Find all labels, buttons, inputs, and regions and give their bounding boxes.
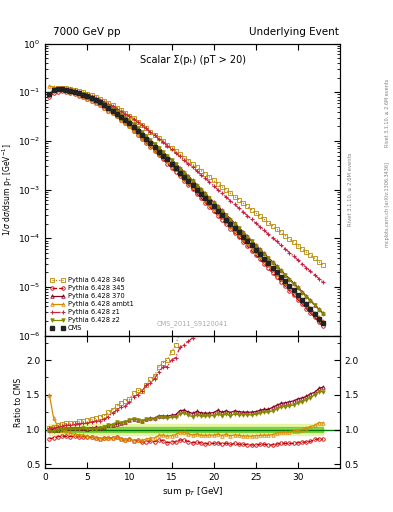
Text: mcplots.cern.ch [arXiv:1306.3436]: mcplots.cern.ch [arXiv:1306.3436] [385, 162, 390, 247]
Text: Scalar Σ(pₜ) (pT > 20): Scalar Σ(pₜ) (pT > 20) [140, 55, 246, 65]
Pythia 6.428 370 [304, 293, 309, 299]
CMS [136, 128, 140, 134]
Y-axis label: Rivet 3.1.10, ≥ 2.6M events: Rivet 3.1.10, ≥ 2.6M events [347, 153, 353, 226]
Pythia 6.428 ambt1 [47, 83, 52, 89]
Pythia 6.428 345 [169, 165, 174, 171]
Pythia 6.428 370 [169, 157, 174, 163]
Pythia 6.428 370 [60, 86, 64, 92]
Line: Pythia 6.428 z1: Pythia 6.428 z1 [47, 86, 325, 285]
Pythia 6.428 z2 [169, 157, 174, 163]
Pythia 6.428 z2 [321, 311, 325, 317]
Pythia 6.428 ambt1 [165, 158, 170, 164]
Pythia 6.428 345 [60, 88, 64, 94]
Pythia 6.428 z2 [119, 112, 123, 118]
Pythia 6.428 ambt1 [321, 318, 325, 325]
Pythia 6.428 346 [136, 118, 140, 124]
CMS [47, 91, 52, 97]
Y-axis label: 1/$\sigma$ d$\sigma$/dsum p$_T$ [GeV$^{-1}$]: 1/$\sigma$ d$\sigma$/dsum p$_T$ [GeV$^{-… [1, 143, 15, 236]
Pythia 6.428 z1 [321, 279, 325, 285]
Pythia 6.428 346 [304, 249, 309, 255]
Pythia 6.428 z1 [47, 91, 52, 97]
Pythia 6.428 346 [266, 220, 271, 226]
Pythia 6.428 346 [321, 262, 325, 268]
Pythia 6.428 345 [72, 91, 77, 97]
Pythia 6.428 z2 [60, 86, 64, 92]
Pythia 6.428 z2 [72, 89, 77, 95]
Text: Underlying Event: Underlying Event [249, 27, 339, 37]
CMS [72, 89, 77, 95]
Line: Pythia 6.428 345: Pythia 6.428 345 [48, 90, 325, 328]
Pythia 6.428 346 [169, 145, 174, 151]
Pythia 6.428 z1 [169, 146, 174, 152]
Line: CMS: CMS [48, 88, 325, 325]
Pythia 6.428 370 [119, 112, 123, 118]
Line: Pythia 6.428 370: Pythia 6.428 370 [48, 88, 325, 315]
X-axis label: sum p$_T$ [GeV]: sum p$_T$ [GeV] [162, 485, 223, 498]
Pythia 6.428 ambt1 [89, 98, 94, 104]
CMS [119, 114, 123, 120]
Pythia 6.428 z2 [47, 92, 52, 98]
Pythia 6.428 345 [321, 324, 325, 330]
Y-axis label: Ratio to CMS: Ratio to CMS [14, 377, 23, 426]
Pythia 6.428 ambt1 [114, 113, 119, 119]
Text: Rivet 3.1.10, ≥ 2.6M events: Rivet 3.1.10, ≥ 2.6M events [385, 78, 390, 147]
Pythia 6.428 345 [304, 306, 309, 312]
Pythia 6.428 z1 [119, 108, 123, 114]
Pythia 6.428 ambt1 [262, 258, 266, 264]
Pythia 6.428 345 [119, 117, 123, 123]
Pythia 6.428 346 [60, 84, 64, 91]
Pythia 6.428 z2 [136, 125, 140, 131]
Text: 7000 GeV pp: 7000 GeV pp [53, 27, 121, 37]
Pythia 6.428 345 [266, 265, 271, 271]
Pythia 6.428 345 [136, 132, 140, 138]
CMS [321, 320, 325, 326]
Line: Pythia 6.428 ambt1: Pythia 6.428 ambt1 [48, 84, 325, 323]
Pythia 6.428 z1 [304, 265, 309, 271]
Line: Pythia 6.428 346: Pythia 6.428 346 [48, 86, 325, 267]
CMS [266, 260, 271, 266]
Pythia 6.428 346 [47, 91, 52, 97]
Pythia 6.428 z1 [72, 87, 77, 93]
Line: Pythia 6.428 z2: Pythia 6.428 z2 [48, 88, 325, 316]
Pythia 6.428 345 [47, 94, 52, 100]
Pythia 6.428 z1 [136, 119, 140, 125]
Pythia 6.428 ambt1 [300, 296, 305, 303]
Pythia 6.428 z1 [60, 85, 64, 91]
Pythia 6.428 370 [47, 91, 52, 97]
Pythia 6.428 370 [266, 254, 271, 261]
Pythia 6.428 z1 [266, 231, 271, 237]
Pythia 6.428 346 [119, 107, 123, 113]
Text: CMS_2011_S9120041: CMS_2011_S9120041 [157, 320, 228, 327]
Pythia 6.428 346 [72, 87, 77, 93]
Pythia 6.428 z2 [304, 294, 309, 300]
Pythia 6.428 370 [72, 88, 77, 94]
Pythia 6.428 z2 [266, 255, 271, 262]
CMS [169, 161, 174, 167]
Pythia 6.428 370 [136, 125, 140, 131]
Pythia 6.428 370 [321, 310, 325, 316]
Pythia 6.428 ambt1 [131, 128, 136, 134]
Legend: Pythia 6.428 346, Pythia 6.428 345, Pythia 6.428 370, Pythia 6.428 ambt1, Pythia: Pythia 6.428 346, Pythia 6.428 345, Pyth… [48, 275, 135, 332]
CMS [304, 301, 309, 307]
CMS [55, 86, 60, 92]
